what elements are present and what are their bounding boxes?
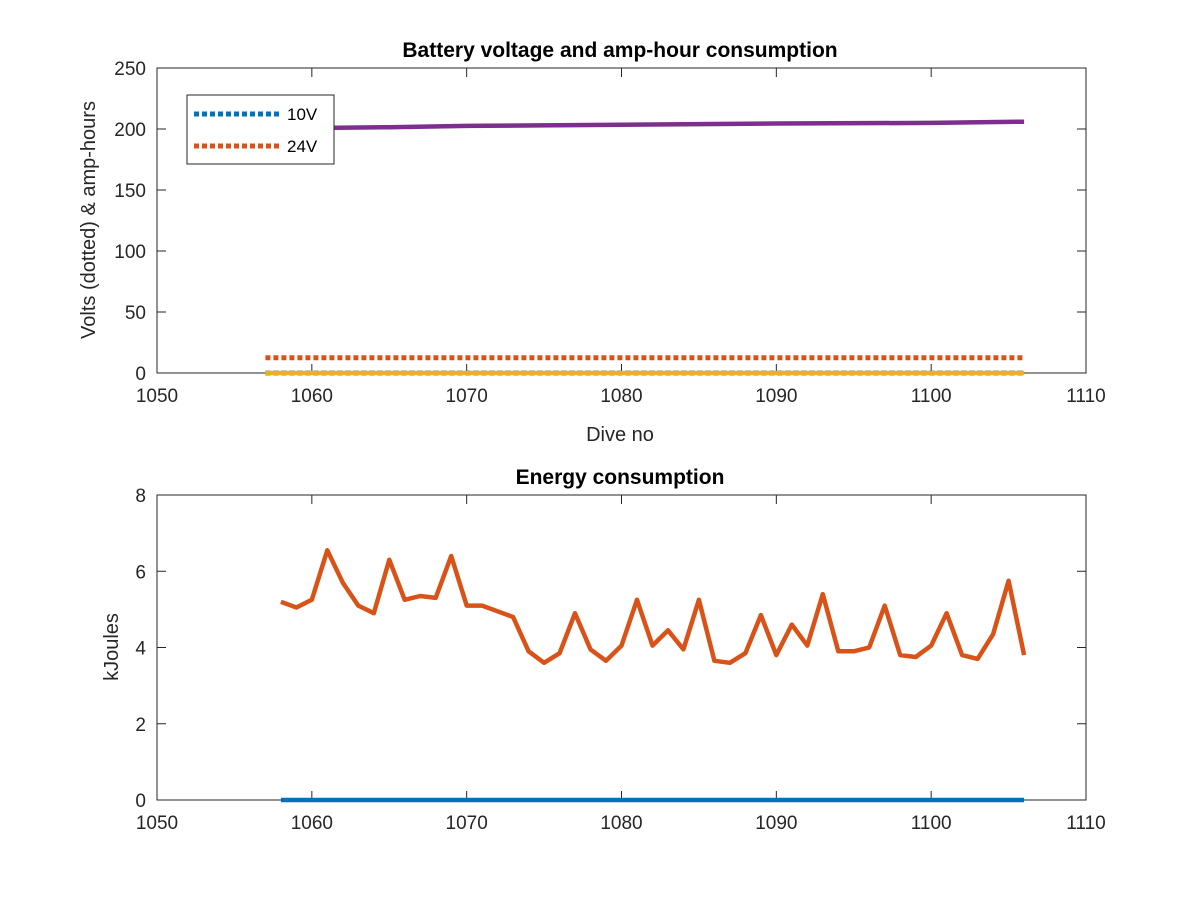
battery-legend: 10V 24V <box>186 94 335 165</box>
energy-series-line-0 <box>280 548 1027 666</box>
energy-x-tick-label: 1050 <box>136 813 178 834</box>
battery-x-tick-label: 1060 <box>291 386 333 407</box>
battery-y-tick-label: 100 <box>114 242 146 263</box>
battery-y-tick-label: 50 <box>125 303 146 324</box>
energy-x-tick-label: 1100 <box>911 813 952 834</box>
legend-box <box>186 94 335 165</box>
legend-label-10v: 10V <box>287 105 318 124</box>
legend-label-24v: 24V <box>287 137 318 156</box>
battery-x-tick-label: 1050 <box>136 386 178 407</box>
battery-chart-title: Battery voltage and amp-hour consumption <box>402 39 837 62</box>
energy-series-group <box>280 548 1027 803</box>
energy-tick-group: 1050 1060 1070 1080 1090 1100 1110 0 2 4 6 8 <box>135 486 1105 834</box>
energy-chart-title: Energy consumption <box>516 466 725 489</box>
energy-x-tick-label: 1080 <box>600 813 642 834</box>
energy-y-tick-label: 2 <box>135 715 146 736</box>
energy-x-tick-label: 1060 <box>291 813 333 834</box>
energy-y-tick-label: 8 <box>135 486 146 507</box>
energy-x-tick-label: 1090 <box>755 813 797 834</box>
battery-series-group <box>265 119 1025 376</box>
energy-chart: Energy consumption 1050 1060 1070 1080 1090 1… <box>101 466 1106 834</box>
energy-y-tick-label: 6 <box>135 562 146 583</box>
battery-x-tick-label: 1110 <box>1066 386 1105 407</box>
energy-x-tick-label: 1070 <box>446 813 488 834</box>
battery-y-tick-label: 0 <box>135 364 146 385</box>
energy-y-tick-label: 4 <box>135 639 146 660</box>
battery-x-axis-title: Dive no <box>586 424 654 446</box>
energy-x-tick-label: 1110 <box>1066 813 1105 834</box>
battery-x-tick-label: 1090 <box>755 386 797 407</box>
battery-y-tick-label: 150 <box>114 181 146 202</box>
battery-x-tick-label: 1100 <box>911 386 952 407</box>
battery-y-axis-title: Volts (dotted) & amp-hours <box>78 101 100 339</box>
battery-x-tick-label: 1080 <box>600 386 642 407</box>
battery-y-tick-label: 200 <box>114 120 146 141</box>
battery-y-tick-label: 250 <box>114 59 146 80</box>
battery-tick-group: 1050 1060 1070 1080 1090 1100 1110 0 50 100 150 200… <box>114 59 1105 407</box>
energy-y-axis-title: kJoules <box>101 613 123 681</box>
battery-series-line-3 <box>280 119 1025 131</box>
energy-y-tick-label: 0 <box>135 791 146 812</box>
battery-chart: Battery voltage and amp-hour consumption… <box>78 39 1106 446</box>
battery-x-tick-label: 1070 <box>446 386 488 407</box>
